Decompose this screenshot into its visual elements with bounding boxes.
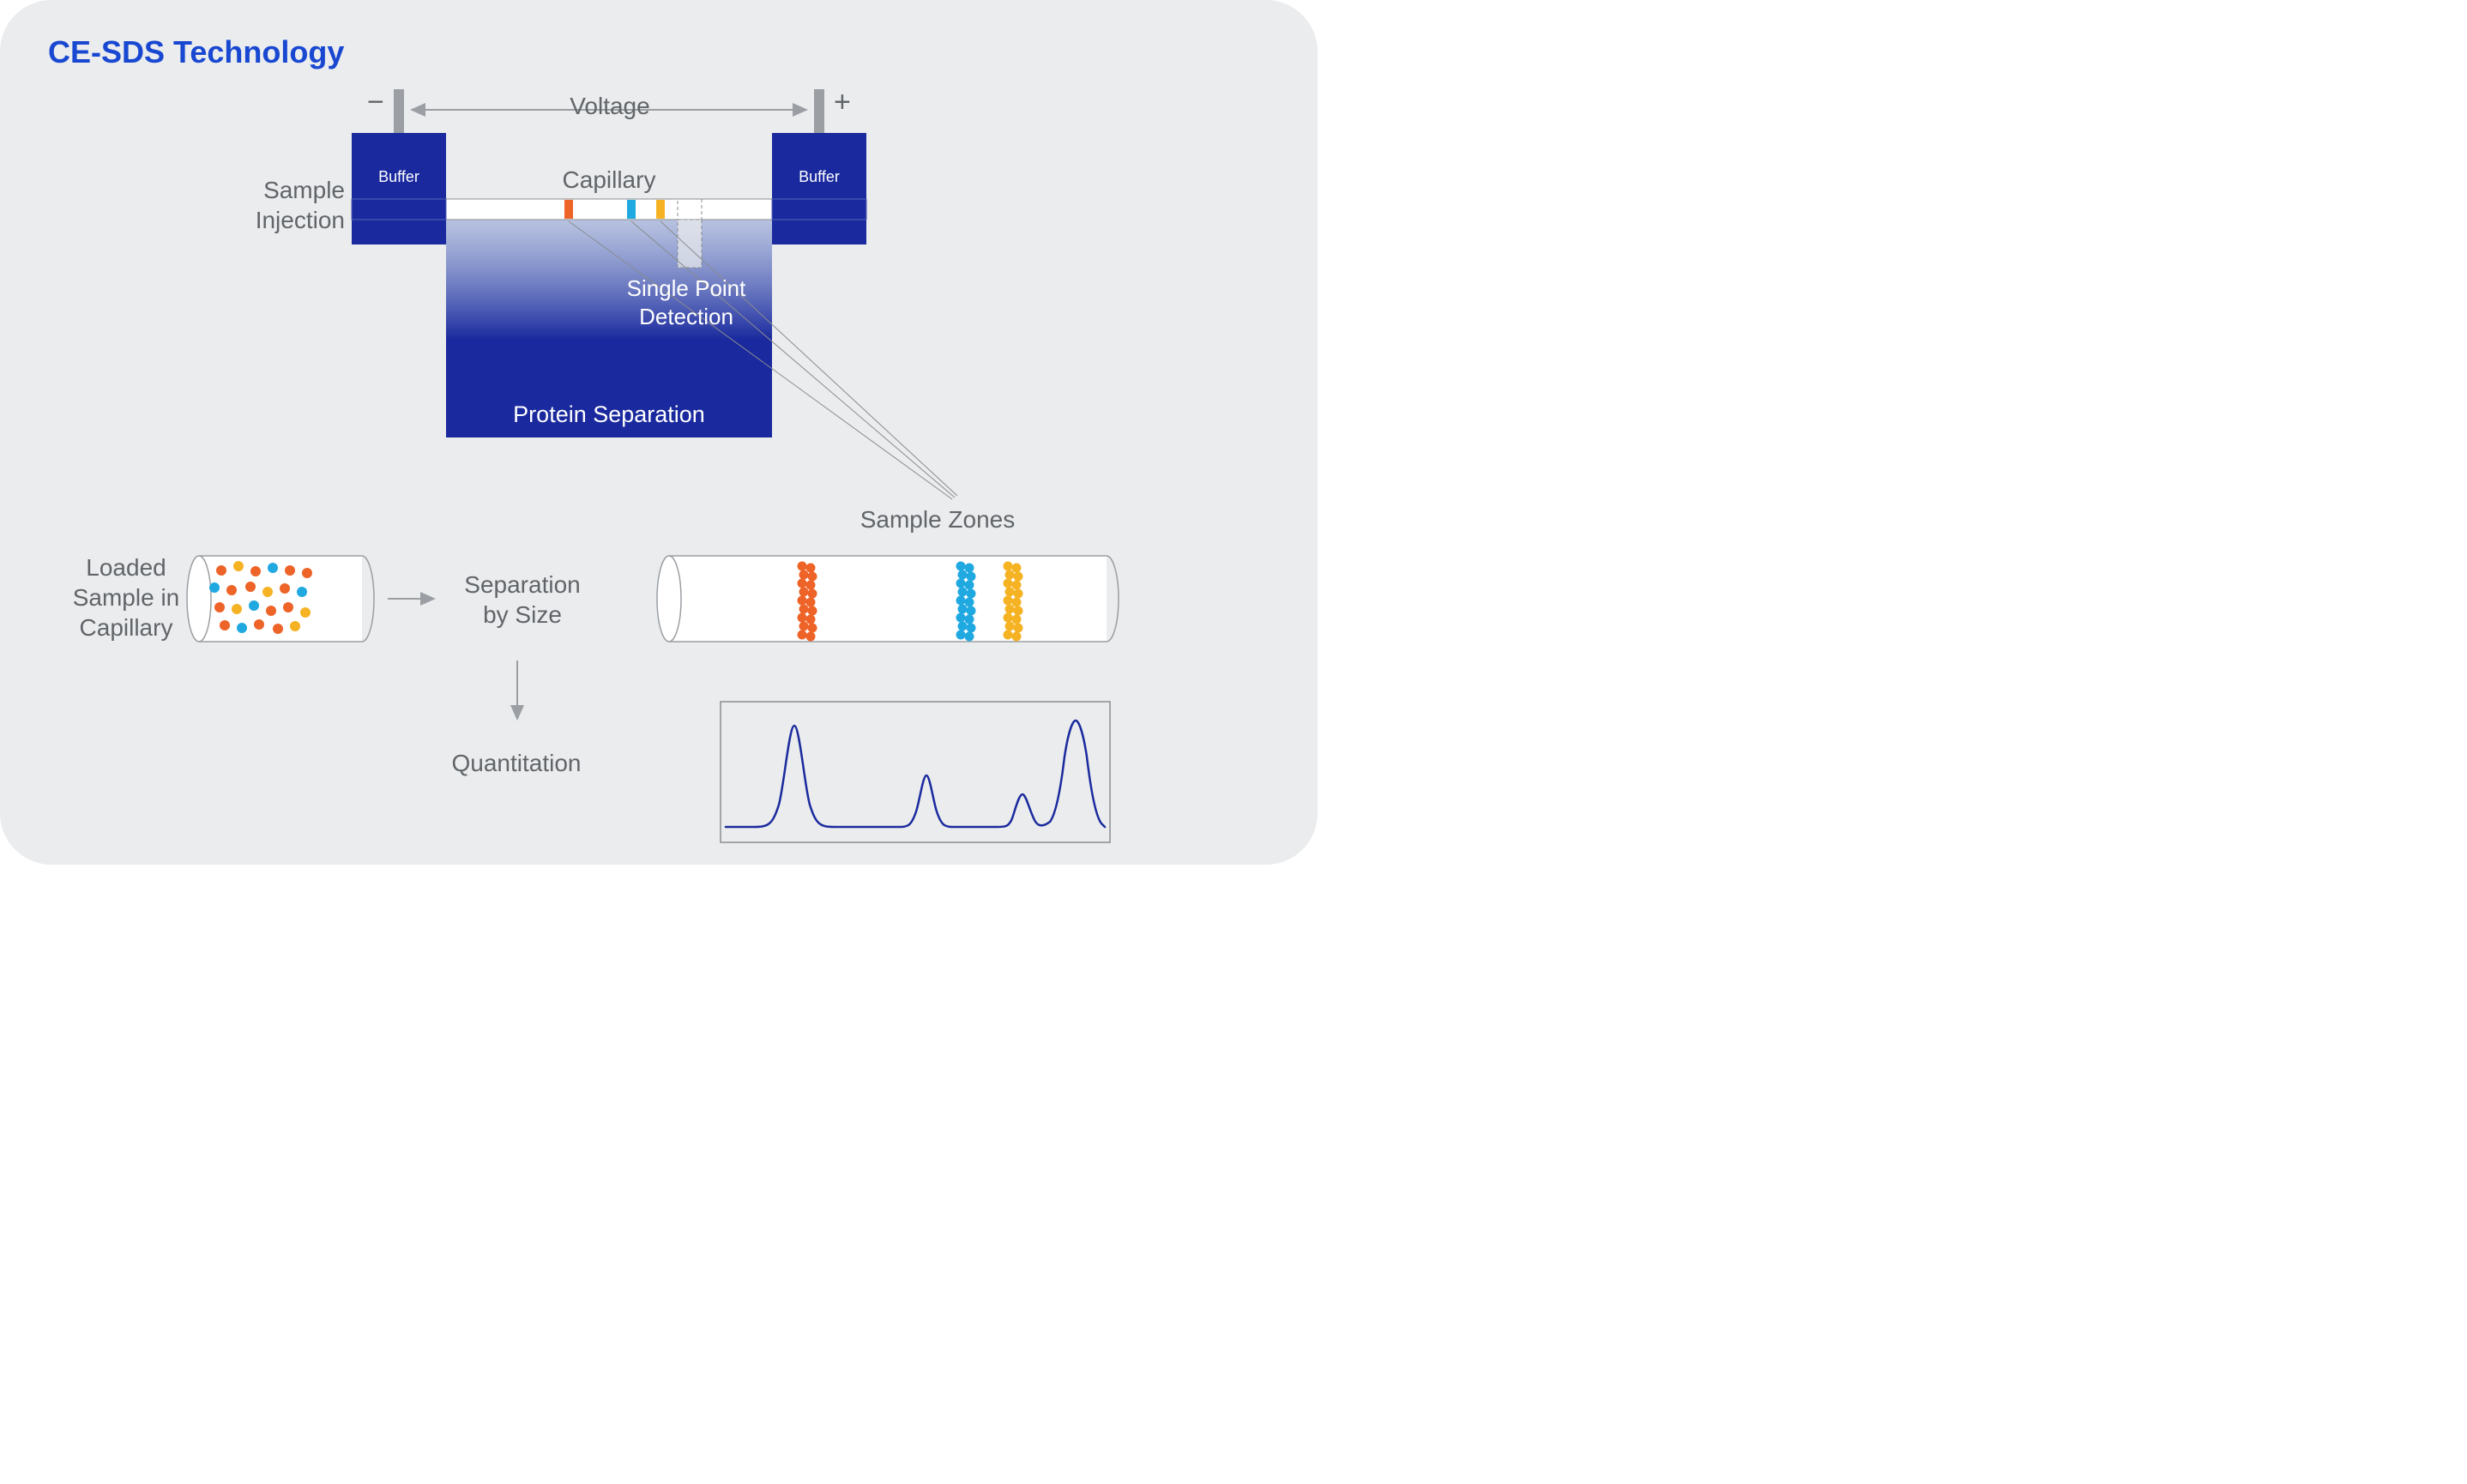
- minus-sign: −: [367, 84, 384, 121]
- band-cyan-top: [627, 200, 636, 219]
- protein-separation-label: Protein Separation: [446, 401, 772, 428]
- diagram-container: CE-SDS Technology: [0, 0, 1318, 865]
- quantitation-label: Quantitation: [431, 748, 602, 778]
- capillary-tube-top: [446, 199, 772, 220]
- detection-slot: [678, 199, 702, 220]
- capillary-label: Capillary: [549, 165, 669, 195]
- voltage-label: Voltage: [546, 91, 674, 121]
- plus-sign: +: [834, 84, 851, 121]
- single-point-detection-label: Single Point Detection: [600, 274, 772, 330]
- buffer-label-left: Buffer: [352, 168, 446, 186]
- sample-zones-label: Sample Zones: [830, 504, 1045, 534]
- band-orange-top: [564, 200, 573, 219]
- loaded-sample-label: Loaded Sample in Capillary: [62, 552, 190, 642]
- buffer-box-right: [772, 133, 866, 244]
- separation-by-size-label: Separation by Size: [449, 570, 595, 630]
- separated-capillary: [657, 556, 1119, 642]
- band-yellow-top: [656, 200, 665, 219]
- buffer-box-left: [352, 133, 446, 244]
- buffer-label-right: Buffer: [772, 168, 866, 186]
- quantitation-chart: [721, 702, 1110, 842]
- sample-injection-label: Sample Injection: [225, 175, 345, 235]
- diagram-svg: [0, 0, 1318, 865]
- detection-slot-ext: [678, 220, 702, 268]
